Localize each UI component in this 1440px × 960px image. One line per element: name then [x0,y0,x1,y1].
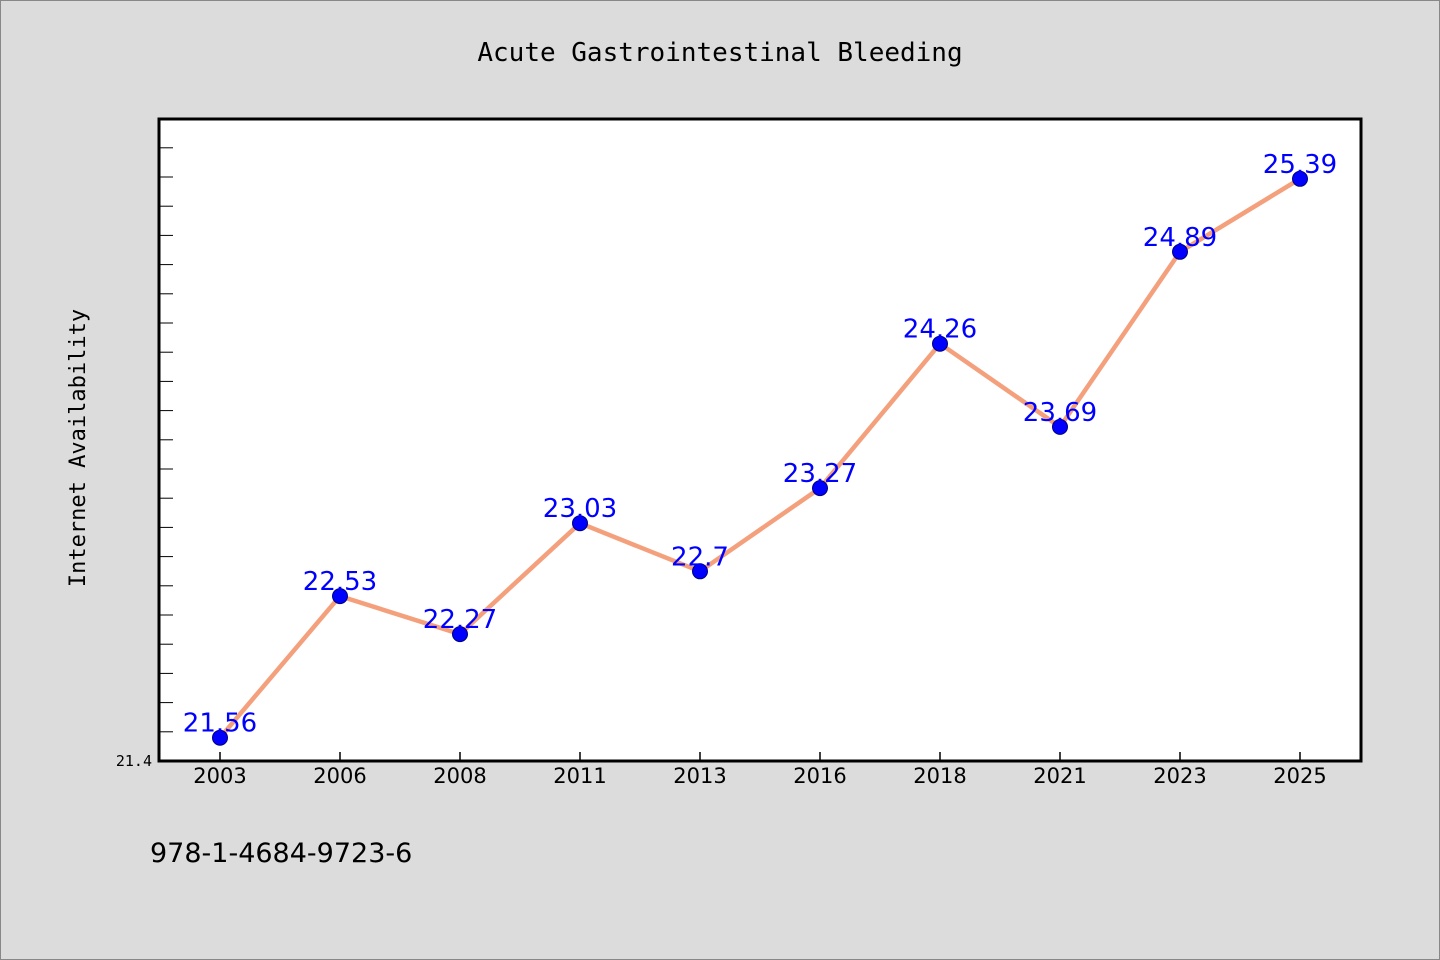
data-labels: 21.56 22.53 22.27 23.03 22.7 23.27 24.26 23.69 2… [183,150,1337,739]
data-point [572,515,588,532]
y-tick-label: 21.4 [116,752,152,770]
data-label: 24.89 [1143,223,1217,253]
data-label: 21.56 [183,709,257,739]
data-point [1172,243,1188,260]
data-point [1052,418,1068,435]
data-point-markers [212,170,1308,746]
footer-isbn: 978-1-4684-9723-6 [150,838,412,869]
data-label: 22.27 [423,605,497,635]
data-point [332,588,348,605]
y-axis-label: Internet Availability [66,309,91,587]
data-point [1292,170,1308,187]
x-tick-label: 2003 [193,764,246,788]
data-label: 23.69 [1023,398,1097,428]
x-tick-labels: 2003 2006 2008 2011 2013 2016 2018 2021 2023 2025 [193,764,1326,788]
x-tick-label: 2025 [1273,764,1326,788]
data-label: 24.26 [903,315,977,345]
data-point [812,480,828,497]
x-tick-label: 2021 [1033,764,1086,788]
x-tick-label: 2018 [913,764,966,788]
data-label: 22.7 [671,542,729,572]
data-point [692,563,708,580]
data-label: 22.53 [303,567,377,597]
x-tick-label: 2013 [673,764,726,788]
x-tick-label: 2023 [1153,764,1206,788]
data-point [452,626,468,643]
data-point [212,729,228,746]
x-tick-label: 2006 [313,764,366,788]
x-tick-label: 2016 [793,764,846,788]
x-tick-label: 2008 [433,764,486,788]
series-line [217,176,1303,740]
data-label: 25.39 [1263,150,1337,180]
data-point [932,335,948,352]
chart-title: Acute Gastrointestinal Bleeding [477,38,962,68]
x-tick-label: 2011 [553,764,606,788]
plot-area [157,117,1363,763]
data-label: 23.27 [783,459,857,489]
y-axis-ticks [159,147,173,733]
data-label: 23.03 [543,494,617,524]
x-axis-ticks [219,752,1301,761]
